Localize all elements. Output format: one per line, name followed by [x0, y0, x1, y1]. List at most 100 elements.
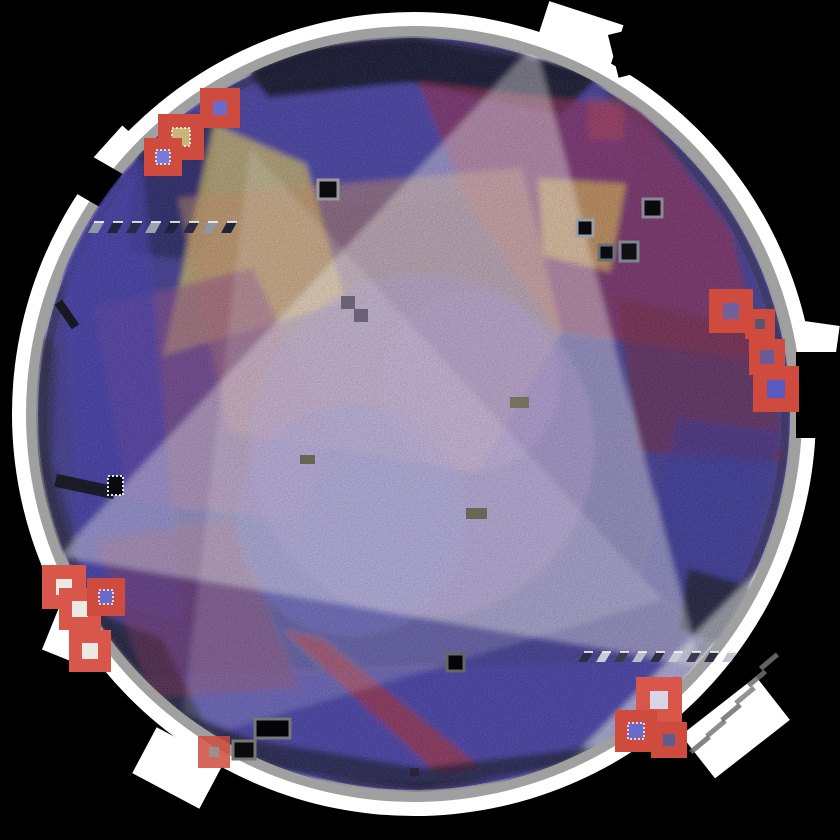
black-square	[618, 240, 640, 263]
black-square	[641, 197, 664, 219]
red-square-marker	[749, 339, 785, 375]
hatch-dash-body	[614, 652, 629, 662]
hatch-dash	[145, 221, 161, 233]
background-notch	[687, 60, 765, 132]
hatch-dash	[183, 221, 199, 233]
hatch-dash-body	[183, 222, 199, 233]
black-square	[510, 397, 529, 408]
red-square-marker-hole	[760, 350, 774, 364]
black-square	[575, 218, 595, 238]
rim-hatch	[54, 299, 80, 330]
black-square	[300, 455, 315, 464]
red-square-marker	[745, 309, 775, 339]
halo-bump	[132, 727, 224, 809]
hatch-dash-body	[164, 222, 180, 233]
red-square-marker-hole	[650, 691, 668, 709]
hatch-dash-body	[578, 652, 593, 662]
rim-hatch	[705, 718, 727, 739]
black-square	[466, 508, 487, 519]
red-square-marker-hole	[755, 319, 765, 329]
halo-bump	[681, 676, 790, 779]
hatch-dash	[202, 221, 218, 233]
hatch-dash	[221, 221, 237, 233]
rim-hatch	[720, 702, 742, 723]
red-square-marker-frame	[200, 88, 240, 128]
red-square-marker-hole	[627, 722, 645, 740]
black-square	[445, 652, 466, 673]
red-square-marker	[636, 677, 682, 723]
hatch-dash	[614, 651, 629, 662]
hatch-dash	[578, 651, 593, 662]
rim-hatch	[54, 473, 116, 500]
red-square-marker	[615, 710, 657, 752]
hatch-dash	[704, 651, 719, 662]
hatch-dash	[164, 221, 180, 233]
black-square	[597, 243, 616, 262]
red-square-marker-frame	[144, 138, 182, 176]
hatch-dash	[126, 221, 142, 233]
red-square-marker-hole	[155, 149, 171, 165]
red-square-marker-frame	[753, 366, 799, 412]
red-square-marker-frame	[615, 710, 657, 752]
background-notch	[607, 14, 703, 78]
hatch-dash-body	[722, 652, 737, 662]
red-square-marker-frame	[651, 722, 687, 758]
hatch-dash-body	[704, 652, 719, 662]
hatch-dash-body	[126, 222, 142, 233]
hatch-dash	[596, 651, 611, 662]
red-square-marker-hole	[767, 380, 785, 398]
background-notch	[760, 140, 828, 204]
red-square-marker-hole	[213, 101, 227, 115]
hatch-dash	[107, 221, 123, 233]
hatch-dash	[632, 651, 647, 662]
hatch-dash	[686, 651, 701, 662]
hatch-dash	[668, 651, 683, 662]
black-square	[316, 178, 340, 201]
red-square-marker-hole	[72, 601, 88, 617]
rim-hatch	[689, 734, 711, 755]
hatch-dash	[650, 651, 665, 662]
red-square-marker-hole	[723, 303, 739, 319]
red-square-marker	[200, 88, 240, 128]
rim-hatch	[734, 685, 756, 706]
red-square-marker	[144, 138, 182, 176]
hatch-dash-body	[145, 222, 161, 233]
hatch-dash	[88, 221, 104, 233]
black-square	[354, 309, 368, 322]
red-square-marker	[87, 578, 125, 616]
background-notch	[796, 352, 840, 438]
red-square-marker-frame	[198, 736, 230, 768]
red-square-marker-hole	[98, 589, 114, 605]
black-square	[341, 296, 355, 309]
red-square-marker	[69, 630, 111, 672]
red-square-marker	[709, 289, 753, 333]
hatch-dash-body	[221, 222, 237, 233]
red-square-marker-frame	[745, 309, 775, 339]
red-square-marker	[753, 366, 799, 412]
red-square-marker-frame	[87, 578, 125, 616]
black-square	[253, 717, 292, 740]
black-square	[231, 739, 257, 761]
hatch-dash-body	[596, 652, 611, 662]
red-square-marker-hole	[663, 734, 675, 746]
red-square-marker	[651, 722, 687, 758]
red-square-marker-frame	[69, 630, 111, 672]
red-square-marker	[198, 736, 230, 768]
red-square-marker-hole	[82, 643, 98, 659]
hatch-dash-body	[107, 222, 123, 233]
hatch-row-top-left	[88, 221, 237, 233]
hatch-dash-body	[88, 222, 104, 233]
hatch-dash-body	[686, 652, 701, 662]
rim-hatch	[758, 652, 780, 671]
hatch-dash-body	[202, 222, 218, 233]
hatch-dash-body	[632, 652, 647, 662]
rim-hatch	[746, 669, 768, 688]
red-square-marker-frame	[636, 677, 682, 723]
hatch-dash-body	[650, 652, 665, 662]
hatch-row-bottom-right	[578, 651, 737, 662]
black-square	[410, 768, 419, 776]
detail-layer	[42, 88, 799, 776]
hatch-dash	[722, 651, 737, 662]
